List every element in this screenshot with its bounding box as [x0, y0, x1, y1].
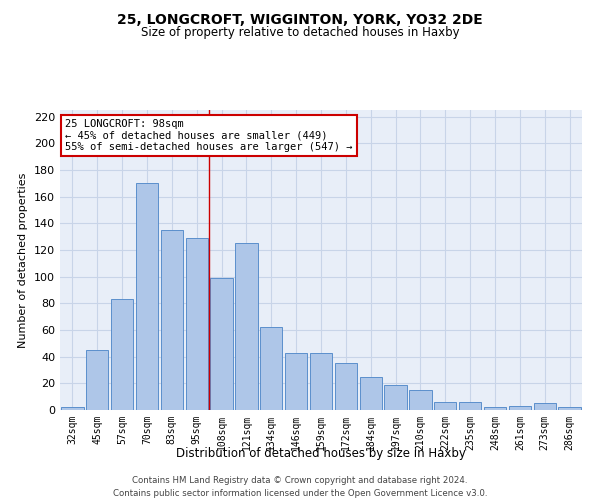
Text: Size of property relative to detached houses in Haxby: Size of property relative to detached ho… [140, 26, 460, 39]
Bar [409, 390, 431, 410]
Text: 25, LONGCROFT, WIGGINTON, YORK, YO32 2DE: 25, LONGCROFT, WIGGINTON, YORK, YO32 2DE [117, 12, 483, 26]
Bar [86, 350, 109, 410]
Bar [359, 376, 382, 410]
Bar [235, 244, 257, 410]
Bar [285, 352, 307, 410]
Bar [161, 230, 183, 410]
Bar [559, 408, 581, 410]
Bar [434, 402, 457, 410]
Bar [484, 408, 506, 410]
Bar [136, 184, 158, 410]
Bar [310, 352, 332, 410]
Bar [533, 404, 556, 410]
Bar [211, 278, 233, 410]
Bar [459, 402, 481, 410]
Text: Contains HM Land Registry data © Crown copyright and database right 2024.
Contai: Contains HM Land Registry data © Crown c… [113, 476, 487, 498]
Bar [185, 238, 208, 410]
Bar [335, 364, 357, 410]
Y-axis label: Number of detached properties: Number of detached properties [19, 172, 28, 348]
Text: Distribution of detached houses by size in Haxby: Distribution of detached houses by size … [176, 448, 466, 460]
Bar [509, 406, 531, 410]
Bar [111, 300, 133, 410]
Bar [260, 328, 283, 410]
Text: 25 LONGCROFT: 98sqm
← 45% of detached houses are smaller (449)
55% of semi-detac: 25 LONGCROFT: 98sqm ← 45% of detached ho… [65, 119, 353, 152]
Bar [385, 384, 407, 410]
Bar [61, 408, 83, 410]
